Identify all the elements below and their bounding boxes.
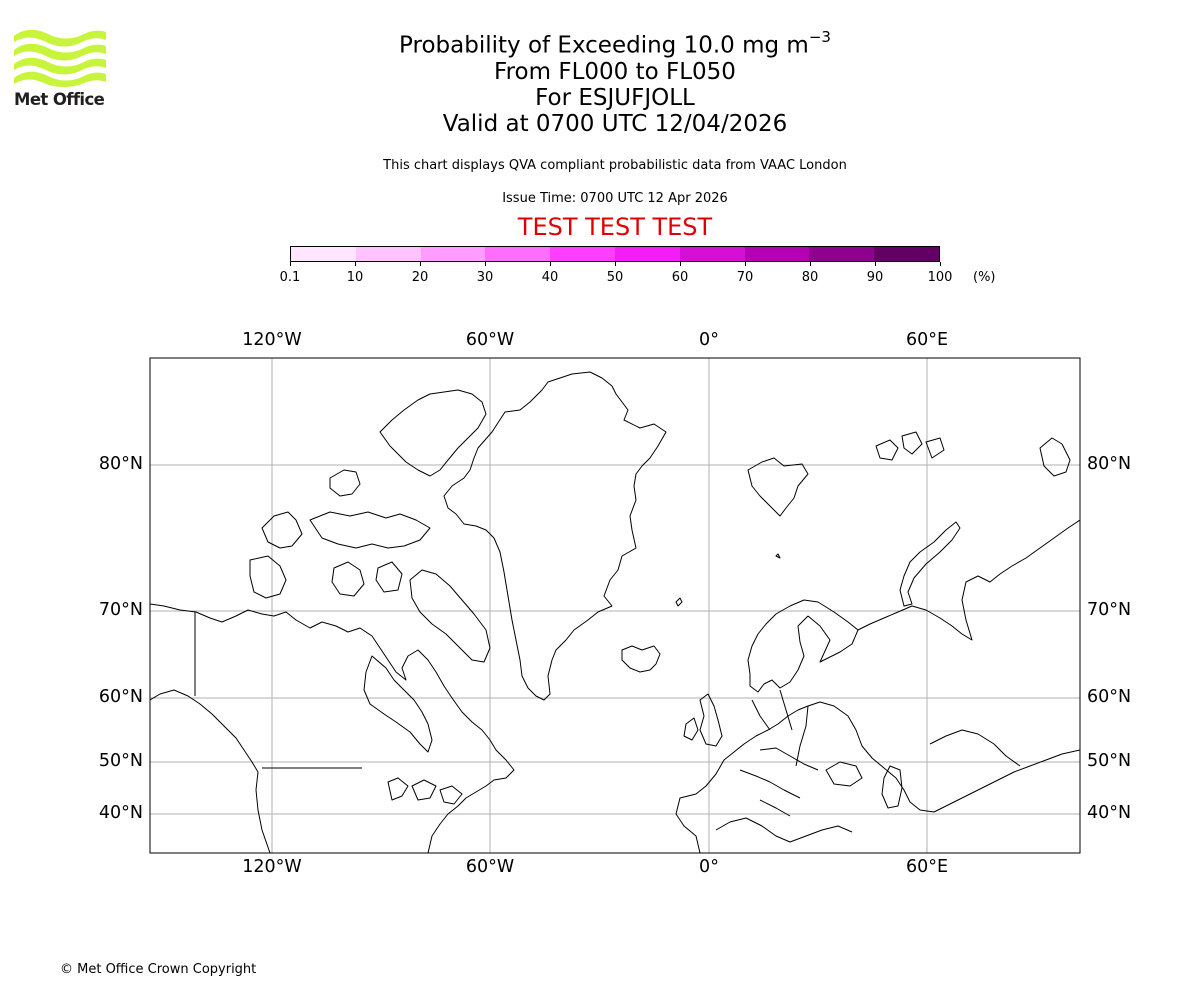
- bottom-lon-label-0: 0°: [699, 857, 719, 877]
- colorbar-segment: [809, 247, 875, 261]
- severnaya-zemlya: [1039, 437, 1071, 477]
- caspian-sea: [881, 765, 903, 809]
- colorbar-segment: [355, 247, 421, 261]
- colorbar-tick-label: 30: [476, 270, 494, 285]
- colorbar-tick-mark: [874, 262, 876, 266]
- title-main-text: Probability of Exceeding 10.0 mg m: [399, 32, 809, 59]
- colorbar-tick-mark: [679, 262, 681, 266]
- right-lat-label-50n: 50°N: [1087, 751, 1132, 771]
- probability-colorbar: [290, 246, 940, 262]
- mediterranean: [715, 817, 853, 843]
- top-lon-label-60e: 60°E: [905, 330, 949, 350]
- right-lat-label-70n: 70°N: [1087, 600, 1132, 620]
- colorbar-segment: [874, 247, 939, 261]
- coastlines: [150, 371, 1080, 853]
- title-flight-levels: From FL000 to FL050: [494, 58, 736, 85]
- colorbar-tick-label: 0.1: [279, 270, 301, 285]
- met-office-logo: Met Office: [14, 29, 108, 112]
- colorbar-tick-mark: [419, 262, 421, 266]
- colorbar-tick-label: 20: [411, 270, 429, 285]
- top-lon-label-0: 0°: [699, 330, 719, 350]
- map-frame: [149, 357, 1081, 854]
- franz-josef-land: [875, 431, 945, 461]
- british-isles: [683, 693, 723, 747]
- kazakhstan-border: [929, 729, 1021, 767]
- russia-arctic-coast: [857, 519, 1080, 641]
- test-banner: TEST TEST TEST: [517, 213, 713, 241]
- iceland-coast: [621, 645, 661, 673]
- colorbar-segment: [744, 247, 810, 261]
- great-lakes: [387, 777, 463, 805]
- title-unit-exponent: −3: [808, 28, 831, 46]
- colorbar-unit: (%): [973, 270, 996, 285]
- svalbard-coast: [747, 457, 809, 517]
- colorbar-tick-label: 60: [671, 270, 689, 285]
- bear-island: [775, 553, 781, 559]
- bottom-lon-label-60e: 60°E: [905, 857, 949, 877]
- arctic-islands-3: [309, 511, 431, 549]
- top-lon-label-120w: 120°W: [242, 330, 302, 350]
- scandinavia-coast: [747, 599, 859, 693]
- colorbar-tick-label: 80: [801, 270, 819, 285]
- colorbar-tick-label: 70: [736, 270, 754, 285]
- colorbar-tick-mark: [549, 262, 551, 266]
- hudson-bay: [363, 655, 433, 753]
- gridlines: [150, 358, 1080, 853]
- colorbar-tick-label: 50: [606, 270, 624, 285]
- jan-mayen: [675, 597, 683, 607]
- victoria-island: [249, 555, 287, 599]
- colorbar-segment: [485, 247, 551, 261]
- arctic-islands-2: [261, 511, 303, 549]
- colorbar-tick-mark: [809, 262, 811, 266]
- colorbar-tick-mark: [614, 262, 616, 266]
- met-office-waves-icon: [14, 29, 106, 87]
- colorbar-segment: [614, 247, 680, 261]
- left-lat-label-70n: 70°N: [98, 600, 143, 620]
- arctic-islands-1: [329, 469, 361, 497]
- novaya-zemlya: [899, 521, 961, 607]
- bottom-lon-label-120w: 120°W: [242, 857, 302, 877]
- pacific-coast: [150, 689, 271, 853]
- north-america-coast: [150, 603, 515, 853]
- bottom-lon-label-60w: 60°W: [465, 857, 515, 877]
- colorbar-tick-label: 40: [541, 270, 559, 285]
- issue-time: Issue Time: 0700 UTC 12 Apr 2026: [502, 191, 728, 206]
- title-volcano: For ESJUFJOLL: [535, 84, 695, 111]
- colorbar-tick-mark: [744, 262, 746, 266]
- black-sea: [825, 761, 863, 787]
- left-lat-label-40n: 40°N: [98, 803, 143, 823]
- colorbar-tick-mark: [289, 262, 291, 266]
- colorbar-segment: [420, 247, 486, 261]
- banks-somerset: [331, 561, 365, 597]
- copyright-notice: © Met Office Crown Copyright: [60, 962, 257, 977]
- colorbar-segment: [291, 247, 356, 261]
- baffin-island: [409, 569, 491, 663]
- right-lat-label-80n: 80°N: [1087, 454, 1132, 474]
- colorbar-tick-label: 10: [346, 270, 364, 285]
- colorbar-tick-mark: [354, 262, 356, 266]
- colorbar-tick-label: 90: [866, 270, 884, 285]
- right-lat-label-60n: 60°N: [1087, 687, 1132, 707]
- prince-of-wales: [375, 561, 403, 593]
- left-lat-label-50n: 50°N: [98, 751, 143, 771]
- chart-title: Probability of Exceeding 10.0 mg m−3 Fro…: [0, 26, 1200, 137]
- top-lon-label-60w: 60°W: [465, 330, 515, 350]
- right-lat-label-40n: 40°N: [1087, 803, 1132, 823]
- colorbar-segment: [550, 247, 615, 261]
- colorbar-segment: [679, 247, 745, 261]
- left-lat-label-60n: 60°N: [98, 687, 143, 707]
- colorbar-tick-mark: [484, 262, 486, 266]
- colorbar-tick-label: 100: [927, 270, 953, 285]
- left-lat-label-80n: 80°N: [98, 454, 143, 474]
- greenland-coast: [443, 371, 667, 701]
- chart-description: This chart displays QVA compliant probab…: [383, 158, 847, 173]
- title-valid-time: Valid at 0700 UTC 12/04/2026: [442, 110, 788, 137]
- title-line-1: Probability of Exceeding 10.0 mg m−3: [0, 26, 1200, 59]
- ellesmere-coast: [379, 389, 487, 477]
- logo-text: Met Office: [14, 90, 105, 109]
- europe-borders: [739, 689, 819, 817]
- europe-mainland: [675, 701, 1080, 853]
- colorbar-tick-mark: [939, 262, 941, 266]
